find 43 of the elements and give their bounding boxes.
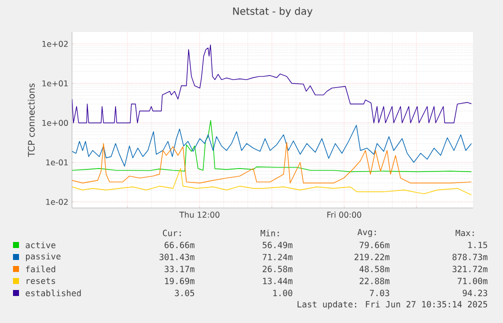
text: 219.22m: [354, 254, 390, 260]
text: 79.66m: [360, 242, 390, 248]
line-series: [72, 124, 472, 167]
text: 71.24m: [262, 254, 292, 260]
y-tick-label: 1e-02: [46, 198, 68, 205]
text: Max:: [456, 230, 474, 236]
text: Avg:: [357, 228, 376, 237]
text: Cur:: [162, 230, 181, 236]
text: Min:: [260, 230, 279, 236]
line-series: [72, 44, 472, 124]
text: 13.44m: [263, 278, 292, 284]
text: 94.23: [462, 290, 488, 296]
text: 56.49m: [262, 242, 292, 248]
text: 66.66m: [164, 242, 194, 248]
legend-label: established: [26, 290, 81, 296]
y-tick-label: 1e+02: [42, 40, 68, 47]
text: 301.43m: [160, 254, 194, 260]
y-tick-label: 1e+01: [42, 80, 68, 86]
text: 878.73m: [452, 254, 488, 260]
text: 1.15: [468, 242, 488, 248]
legend-label: passive: [26, 252, 61, 262]
text: Last update: Fri Jun 27 10:35:14 2025: [298, 300, 488, 310]
text: 3.05: [174, 290, 194, 296]
legend-label: failed: [26, 266, 56, 272]
text: 321.72m: [452, 266, 488, 272]
x-tick-label: Thu 12:00: [179, 212, 220, 218]
y-axis-title: TCP connections: [28, 84, 35, 157]
text: 22.88m: [360, 278, 390, 284]
text: 26.58m: [262, 266, 292, 272]
text: 19.69m: [165, 278, 194, 284]
chart-title: Netstat - by day: [233, 7, 312, 17]
x-tick-label: Fri 00:00: [327, 212, 362, 218]
y-tick-label: 1e-01: [46, 159, 68, 166]
text: 48.58m: [360, 266, 390, 272]
text: 1.00: [273, 290, 292, 296]
legend-label: resets: [26, 278, 56, 284]
y-tick-label: 1e+00: [42, 120, 68, 126]
line-series: [72, 120, 472, 172]
text: 7.03: [370, 290, 390, 296]
legend-label: active: [26, 242, 56, 248]
text: 71.00m: [458, 278, 488, 284]
text: 33.17m: [164, 266, 194, 272]
line-series: [72, 168, 472, 196]
